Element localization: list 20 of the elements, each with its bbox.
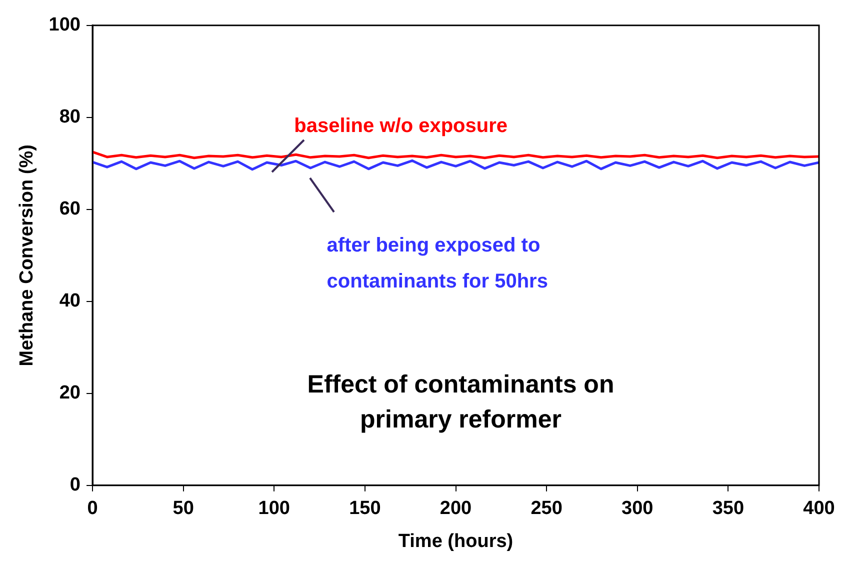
y-tick-label: 100 xyxy=(48,14,80,36)
x-tick-label: 200 xyxy=(440,498,472,520)
x-tick-label: 0 xyxy=(87,498,98,520)
x-axis-title: Time (hours) xyxy=(398,530,514,552)
x-tick-label: 300 xyxy=(622,498,654,520)
text: after being exposed to contaminants for 50hrs xyxy=(326,234,548,293)
x-tick-label: 50 xyxy=(172,498,194,520)
y-tick-label: 40 xyxy=(59,290,80,312)
x-tick-label: 400 xyxy=(803,498,835,520)
x-tick-label: 100 xyxy=(258,498,290,520)
y-tick-label: 60 xyxy=(59,198,80,220)
text: Effect of contaminants on primary reformer xyxy=(307,370,614,434)
x-tick-label: 350 xyxy=(712,498,744,520)
x-tick-label: 150 xyxy=(349,498,381,520)
series-label: baseline w/o exposure xyxy=(294,115,508,138)
y-tick-label: 20 xyxy=(59,382,80,404)
y-axis-title: Methane Conversion (%) xyxy=(16,144,38,366)
x-tick-label: 250 xyxy=(530,498,562,520)
y-tick-label: 80 xyxy=(59,106,80,128)
y-tick-label: 0 xyxy=(70,474,80,496)
